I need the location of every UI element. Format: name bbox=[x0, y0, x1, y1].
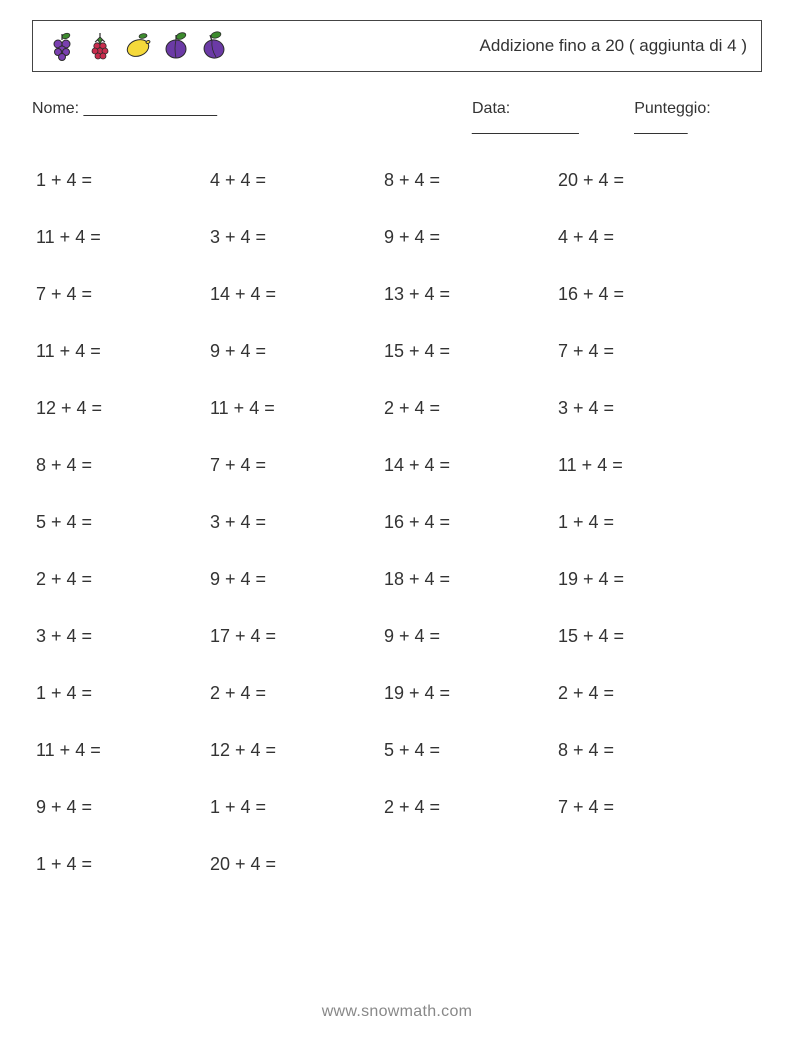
problem-row: 1 + 4 =20 + 4 =.. bbox=[36, 854, 762, 875]
problem-cell: 11 + 4 = bbox=[558, 455, 732, 476]
problem-cell: 4 + 4 = bbox=[210, 170, 384, 191]
problem-cell: 14 + 4 = bbox=[210, 284, 384, 305]
problem-row: 12 + 4 =11 + 4 =2 + 4 =3 + 4 = bbox=[36, 398, 762, 419]
problem-row: 11 + 4 =3 + 4 =9 + 4 =4 + 4 = bbox=[36, 227, 762, 248]
problem-cell: 2 + 4 = bbox=[558, 683, 732, 704]
fruit-row bbox=[47, 30, 231, 62]
problem-cell: 8 + 4 = bbox=[558, 740, 732, 761]
problem-cell: 16 + 4 = bbox=[384, 512, 558, 533]
problem-cell: 5 + 4 = bbox=[36, 512, 210, 533]
problem-cell: 19 + 4 = bbox=[384, 683, 558, 704]
problem-cell: 3 + 4 = bbox=[210, 512, 384, 533]
problem-cell: 18 + 4 = bbox=[384, 569, 558, 590]
worksheet-title: Addizione fino a 20 ( aggiunta di 4 ) bbox=[480, 36, 747, 56]
problem-cell: 8 + 4 = bbox=[384, 170, 558, 191]
problem-cell: 11 + 4 = bbox=[36, 740, 210, 761]
problem-cell: 1 + 4 = bbox=[210, 797, 384, 818]
problem-cell: 1 + 4 = bbox=[36, 683, 210, 704]
problem-cell: 3 + 4 = bbox=[558, 398, 732, 419]
problem-cell: 14 + 4 = bbox=[384, 455, 558, 476]
problem-cell: 9 + 4 = bbox=[36, 797, 210, 818]
score-field: Punteggio: ______ bbox=[634, 100, 762, 136]
problem-cell: 8 + 4 = bbox=[36, 455, 210, 476]
problem-cell: 9 + 4 = bbox=[210, 569, 384, 590]
problem-cell: 3 + 4 = bbox=[210, 227, 384, 248]
plum-icon bbox=[161, 30, 193, 62]
problem-cell: 20 + 4 = bbox=[558, 170, 732, 191]
problem-cell: 1 + 4 = bbox=[36, 854, 210, 875]
problem-cell: 9 + 4 = bbox=[384, 626, 558, 647]
problem-row: 11 + 4 =12 + 4 =5 + 4 =8 + 4 = bbox=[36, 740, 762, 761]
problem-cell: 11 + 4 = bbox=[36, 341, 210, 362]
header-box: Addizione fino a 20 ( aggiunta di 4 ) bbox=[32, 20, 762, 72]
problem-cell: 7 + 4 = bbox=[36, 284, 210, 305]
problem-cell: 9 + 4 = bbox=[210, 341, 384, 362]
problem-cell: 17 + 4 = bbox=[210, 626, 384, 647]
problem-row: 1 + 4 =4 + 4 =8 + 4 =20 + 4 = bbox=[36, 170, 762, 191]
problem-row: 11 + 4 =9 + 4 =15 + 4 =7 + 4 = bbox=[36, 341, 762, 362]
grape-icon bbox=[47, 30, 79, 62]
lemon-icon bbox=[123, 30, 155, 62]
problem-row: 8 + 4 =7 + 4 =14 + 4 =11 + 4 = bbox=[36, 455, 762, 476]
problem-cell: 4 + 4 = bbox=[558, 227, 732, 248]
problem-cell: 16 + 4 = bbox=[558, 284, 732, 305]
problem-row: 2 + 4 =9 + 4 =18 + 4 =19 + 4 = bbox=[36, 569, 762, 590]
problem-cell: 1 + 4 = bbox=[36, 170, 210, 191]
problem-row: 1 + 4 =2 + 4 =19 + 4 =2 + 4 = bbox=[36, 683, 762, 704]
meta-row: Nome: _______________ Data: ____________… bbox=[32, 100, 762, 136]
problem-row: 7 + 4 =14 + 4 =13 + 4 =16 + 4 = bbox=[36, 284, 762, 305]
problem-cell: 2 + 4 = bbox=[210, 683, 384, 704]
plum-icon bbox=[199, 30, 231, 62]
problem-cell: 15 + 4 = bbox=[384, 341, 558, 362]
problem-cell: 9 + 4 = bbox=[384, 227, 558, 248]
problem-cell: 12 + 4 = bbox=[36, 398, 210, 419]
problem-cell: 11 + 4 = bbox=[210, 398, 384, 419]
problem-cell: 19 + 4 = bbox=[558, 569, 732, 590]
problem-cell: 2 + 4 = bbox=[384, 797, 558, 818]
problem-row: 3 + 4 =17 + 4 =9 + 4 =15 + 4 = bbox=[36, 626, 762, 647]
problem-cell: 12 + 4 = bbox=[210, 740, 384, 761]
raspberry-icon bbox=[85, 30, 117, 62]
problem-cell: 11 + 4 = bbox=[36, 227, 210, 248]
problem-cell: 1 + 4 = bbox=[558, 512, 732, 533]
worksheet-page: Addizione fino a 20 ( aggiunta di 4 ) No… bbox=[0, 0, 794, 1053]
problem-row: 5 + 4 =3 + 4 =16 + 4 =1 + 4 = bbox=[36, 512, 762, 533]
problem-row: 9 + 4 =1 + 4 =2 + 4 =7 + 4 = bbox=[36, 797, 762, 818]
problem-cell: 3 + 4 = bbox=[36, 626, 210, 647]
date-field: Data: ____________ bbox=[472, 100, 614, 136]
name-field: Nome: _______________ bbox=[32, 100, 472, 136]
problem-cell: 15 + 4 = bbox=[558, 626, 732, 647]
problem-cell: 7 + 4 = bbox=[558, 341, 732, 362]
problem-cell: 20 + 4 = bbox=[210, 854, 384, 875]
problem-cell: 2 + 4 = bbox=[384, 398, 558, 419]
problem-cell: 5 + 4 = bbox=[384, 740, 558, 761]
problem-grid: 1 + 4 =4 + 4 =8 + 4 =20 + 4 =11 + 4 =3 +… bbox=[32, 170, 762, 875]
problem-cell: 7 + 4 = bbox=[210, 455, 384, 476]
footer-url: www.snowmath.com bbox=[0, 1003, 794, 1021]
problem-cell: 7 + 4 = bbox=[558, 797, 732, 818]
problem-cell: 13 + 4 = bbox=[384, 284, 558, 305]
problem-cell: 2 + 4 = bbox=[36, 569, 210, 590]
